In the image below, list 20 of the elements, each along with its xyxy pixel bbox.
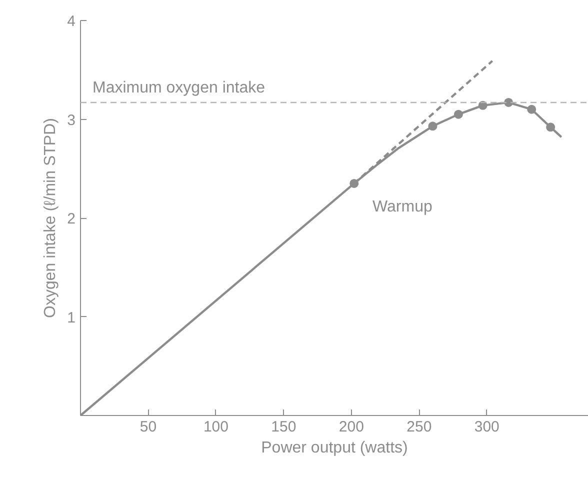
point <box>504 98 514 107</box>
x-tick-label: 200 <box>338 418 364 436</box>
x-tick-label: 250 <box>406 418 432 436</box>
y-tick-label: 4 <box>67 13 76 30</box>
x-tick-label: 50 <box>140 418 157 436</box>
y-tick-label: 3 <box>67 112 76 129</box>
x-tick-label: 100 <box>203 418 228 436</box>
y-axis-title: Oxygen intake (ℓ/min STPD) <box>42 118 60 318</box>
ref-line-label: Maximum oxygen intake <box>92 79 266 96</box>
x-tick-label: 150 <box>271 418 296 436</box>
annotation: Warmup <box>372 198 432 216</box>
point <box>478 100 488 110</box>
point <box>527 104 536 114</box>
x-tick-label: 300 <box>474 418 500 436</box>
point <box>546 122 556 132</box>
point <box>454 110 463 119</box>
y-tick-label: 2 <box>67 210 76 228</box>
x-axis-title: Power output (watts) <box>261 440 408 456</box>
y-tick-label: 1 <box>67 309 76 326</box>
point <box>428 122 438 131</box>
